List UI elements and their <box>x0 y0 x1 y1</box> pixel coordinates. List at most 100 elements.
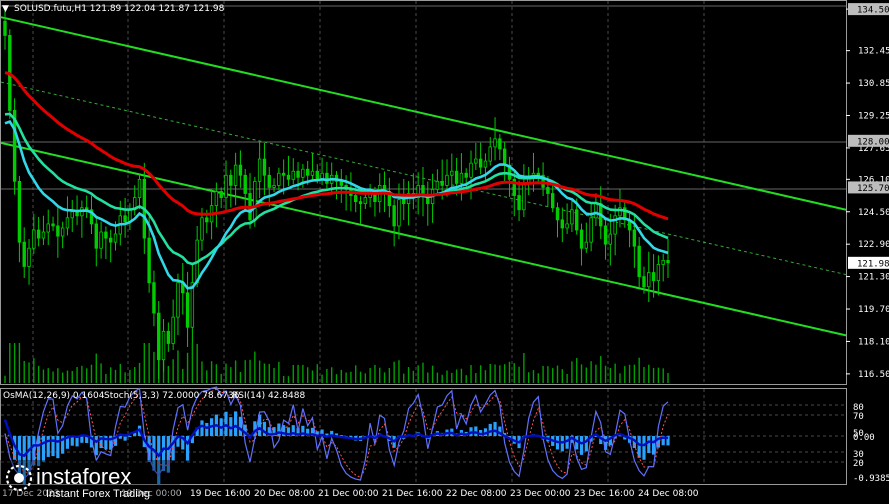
price-tick-label: 121.30 <box>858 273 889 283</box>
candle-bull <box>469 162 473 178</box>
time-tick-label: 23 Dec 00:00 <box>510 489 571 499</box>
candle-bull <box>647 272 651 288</box>
candle-bull <box>161 330 166 361</box>
osma-bar <box>234 411 238 436</box>
oscillator-panel-frame <box>0 388 847 485</box>
candle-bear <box>358 201 363 205</box>
osma-bar <box>267 427 271 436</box>
stoch-label: Stoch(5,3,3) 72.0000 78.6736 <box>104 391 240 401</box>
price-tick-label: 116.50 <box>858 370 889 380</box>
candle-bull <box>272 185 276 188</box>
osma-bar <box>603 436 608 450</box>
candle-bull <box>46 223 50 233</box>
osma-bar <box>104 436 108 450</box>
ma-cyan-line <box>4 120 669 290</box>
osma-bar <box>656 436 660 448</box>
oscillator-tick-label: 0.00 <box>853 433 875 443</box>
osma-bar <box>41 436 46 462</box>
candle-bull <box>522 182 526 211</box>
osma-bar <box>80 436 84 443</box>
price-badge <box>848 256 889 269</box>
candle-bear <box>454 170 459 184</box>
osma-bar <box>560 436 564 452</box>
volume-bars <box>4 343 669 383</box>
price-axis: 134.50 132.45 130.85 129.25 127.65 126.10 124.… <box>846 3 889 380</box>
candle-bull <box>483 160 488 168</box>
osma-bar <box>320 429 324 436</box>
osma-bar <box>157 436 161 485</box>
osma-bar <box>666 436 670 446</box>
price-tick-label: 122.90 <box>858 240 889 250</box>
candle-bear <box>315 170 319 180</box>
osma-bar <box>301 425 305 436</box>
price-tick-label: 127.65 <box>858 144 889 154</box>
title-arrow-icon[interactable]: ▼ <box>2 4 9 14</box>
candle-bear <box>262 158 267 176</box>
candle-bull <box>656 264 661 282</box>
candle-bull <box>171 316 175 344</box>
candle-bull <box>608 233 613 245</box>
candle-bear <box>579 229 584 249</box>
chart-title: SOLUSD.futu,H1 121.89 122.04 121.87 121.… <box>14 4 225 14</box>
candle-bear <box>550 193 555 209</box>
candle-bull <box>459 172 464 184</box>
candle-bull <box>137 178 142 198</box>
candle-bull <box>493 138 497 148</box>
channel-upper-line[interactable] <box>0 16 847 211</box>
instaforex-watermark: instaforex Instant Forex Trading <box>0 460 180 504</box>
candle-bear <box>89 209 94 225</box>
oscillator-series <box>3 386 670 485</box>
osma-bar <box>195 427 199 436</box>
candle-bull <box>253 180 257 221</box>
candle-bull <box>474 158 478 164</box>
candle-bull <box>41 231 46 239</box>
candle-bear <box>555 207 560 221</box>
candle-bull <box>224 174 228 198</box>
channel-middle-line[interactable] <box>0 81 847 276</box>
candle-bull <box>70 211 74 219</box>
candle-bear <box>229 174 233 186</box>
candle-bull <box>570 209 574 225</box>
price-badge <box>848 134 889 147</box>
candle-bear <box>478 158 483 168</box>
candle-bear <box>3 20 7 36</box>
candle-bear <box>51 223 55 227</box>
candle-bear <box>243 174 247 194</box>
price-badge <box>848 3 889 16</box>
candle-bear <box>281 172 286 176</box>
osma-bar <box>339 435 343 437</box>
osma-bar <box>61 436 65 454</box>
osma-bar <box>147 436 151 462</box>
candle-bull <box>291 170 295 180</box>
candle-bear <box>305 168 310 176</box>
osma-bar <box>128 436 132 437</box>
channel-lower-line[interactable] <box>0 141 847 337</box>
candle-bull <box>363 197 368 205</box>
osma-bar <box>94 436 98 456</box>
candle-bear <box>339 180 344 186</box>
osma-bar <box>498 426 502 436</box>
candle-bear <box>502 148 507 166</box>
candle-bear <box>632 229 637 247</box>
osma-bar <box>584 436 588 452</box>
oscillator-tick-label: 30 <box>853 450 864 460</box>
candle-bull <box>584 241 589 249</box>
moving-averages <box>4 71 669 290</box>
price-tick-label: 119.70 <box>858 305 889 315</box>
price-panel-frame <box>0 0 847 385</box>
price-tick-label: 132.45 <box>858 47 889 57</box>
candle-bear <box>637 245 641 277</box>
candle-bear <box>512 178 516 196</box>
osma-bar <box>262 421 267 436</box>
osma-bar <box>99 436 103 449</box>
trend-channel[interactable] <box>0 16 847 337</box>
osma-bar <box>152 436 156 471</box>
osma-bar <box>608 436 612 446</box>
watermark-tagline: Instant Forex Trading <box>46 488 150 500</box>
osma-bar <box>85 436 89 444</box>
oscillator-tick-label: 50 <box>853 429 864 439</box>
osma-bar <box>70 436 74 446</box>
candle-bear <box>238 164 243 176</box>
